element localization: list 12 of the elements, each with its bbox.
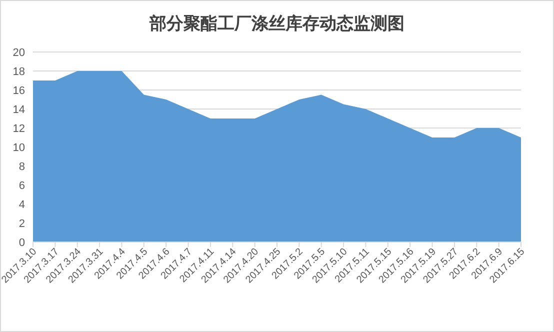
chart-title: 部分聚酯工厂涤丝库存动态监测图 — [148, 14, 404, 33]
y-tick-label: 8 — [18, 161, 25, 173]
y-tick-label: 0 — [18, 237, 25, 249]
y-tick-label: 16 — [12, 85, 25, 97]
y-tick-label: 2 — [18, 218, 25, 230]
y-tick-label: 10 — [12, 142, 25, 154]
y-tick-label: 20 — [12, 47, 25, 59]
y-tick-label: 18 — [12, 66, 25, 78]
y-tick-label: 4 — [18, 199, 25, 211]
y-tick-label: 12 — [12, 123, 25, 135]
y-tick-label: 6 — [18, 180, 25, 192]
y-tick-label: 14 — [12, 104, 25, 116]
